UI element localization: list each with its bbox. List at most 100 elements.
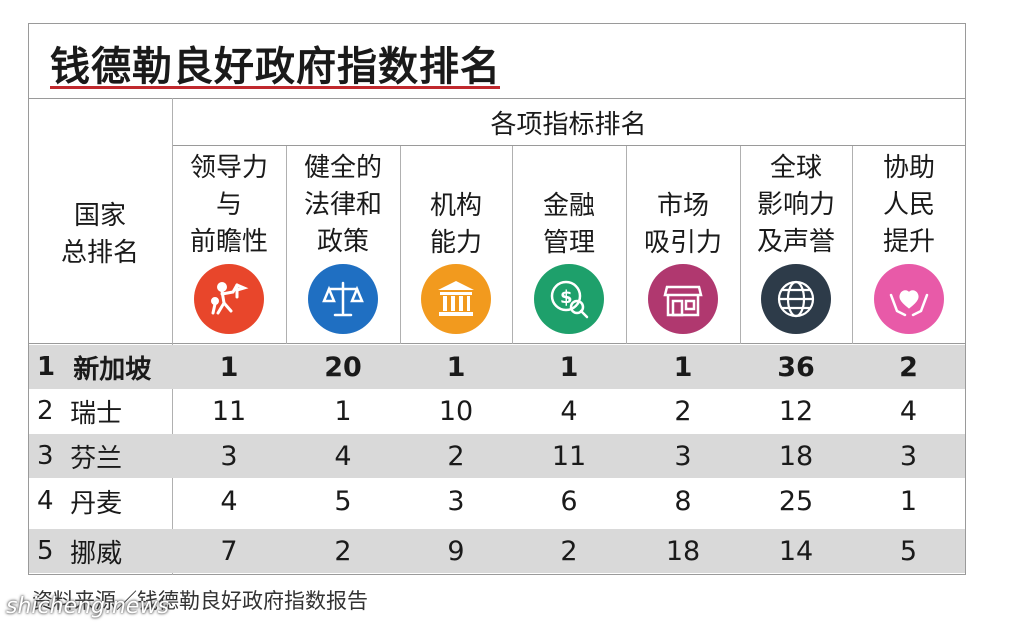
table-cell: 6 <box>560 485 578 517</box>
table-cell: 14 <box>778 535 814 567</box>
country-name: 新加坡 <box>73 354 152 385</box>
rank: 1 <box>37 352 56 382</box>
rank: 3 <box>37 441 54 471</box>
column-header-market: 市场 吸引力 <box>626 188 740 262</box>
table-row: 3 芬兰 3 4 2 11 3 18 3 <box>29 434 965 478</box>
table-cell: 5 <box>334 485 352 517</box>
title-underline <box>50 86 500 89</box>
table-row: 5 挪威 7 2 9 2 18 14 5 <box>29 529 965 573</box>
table-cell: 2 <box>447 440 465 472</box>
institution-icon <box>421 264 491 334</box>
group-header: 各项指标排名 <box>490 109 647 140</box>
table-cell: 18 <box>778 440 814 472</box>
leadership-icon <box>194 264 264 334</box>
column-header-line: 管理 <box>542 228 595 258</box>
column-header-institutions: 机构 能力 <box>400 188 512 262</box>
table-cell: 10 <box>438 395 474 427</box>
table-cell: 8 <box>674 485 692 517</box>
column-header-line: 协助 <box>882 153 935 183</box>
watermark: shicheng.news <box>6 594 169 619</box>
table-cell: 11 <box>211 395 247 427</box>
country-header: 国家 总排名 <box>28 198 172 272</box>
table-cell: 3 <box>674 440 692 472</box>
divider <box>626 146 627 344</box>
column-header-line: 领导力 <box>189 153 268 183</box>
divider <box>740 146 741 344</box>
divider <box>852 146 853 344</box>
table-cell: 2 <box>560 535 578 567</box>
table-cell: 18 <box>665 535 701 567</box>
table-cell: 1 <box>899 485 918 517</box>
column-header-line: 市场 <box>656 191 709 221</box>
column-header-line: 提升 <box>882 227 935 257</box>
rank: 5 <box>37 536 54 566</box>
table-cell: 11 <box>551 440 587 472</box>
column-header-line: 与 <box>215 190 242 220</box>
table-cell: 4 <box>899 395 918 427</box>
column-header-line: 健全的 <box>303 153 382 183</box>
table-cell: 12 <box>778 395 814 427</box>
country-name: 挪威 <box>70 538 123 569</box>
country-name: 瑞士 <box>70 398 123 429</box>
table-cell: 4 <box>334 440 352 472</box>
rank: 2 <box>37 396 54 426</box>
table-cell: 9 <box>447 535 465 567</box>
table-cell: 36 <box>777 351 815 383</box>
table-row: 4 丹麦 4 5 3 6 8 25 1 <box>29 479 965 523</box>
table-cell: 2 <box>674 395 692 427</box>
column-header-line: 及声誉 <box>756 227 835 257</box>
table-cell: 1 <box>446 351 466 383</box>
table-cell: 1 <box>673 351 693 383</box>
table-cell: 2 <box>899 351 918 383</box>
country-cell: 3 芬兰 <box>37 434 122 478</box>
column-header-line: 全球 <box>769 153 822 183</box>
table-cell: 3 <box>447 485 465 517</box>
table-cell: 7 <box>220 535 238 567</box>
column-header-finance: 金融 管理 <box>512 188 626 262</box>
table-cell: 1 <box>219 351 239 383</box>
table-cell: 1 <box>559 351 579 383</box>
column-header-line: 吸引力 <box>643 228 722 258</box>
table-cell: 5 <box>899 535 918 567</box>
money-search-icon: $ <box>534 264 604 334</box>
storefront-icon <box>648 264 718 334</box>
column-header-line: 能力 <box>429 228 482 258</box>
source-note: 资料来源／钱德勒良好政府指数报告 <box>32 589 368 613</box>
column-header-global: 全球 影响力 及声誉 <box>740 150 852 261</box>
divider <box>28 343 966 344</box>
column-header-line: 前瞻性 <box>189 227 268 257</box>
table-cell: 2 <box>334 535 352 567</box>
divider <box>512 146 513 344</box>
country-name: 芬兰 <box>70 443 123 474</box>
country-cell: 1 新加坡 <box>37 345 151 389</box>
globe-icon <box>761 264 831 334</box>
divider <box>172 98 173 575</box>
table-row: 1 新加坡 1 20 1 1 1 36 2 <box>29 345 965 389</box>
column-header-leadership: 领导力 与 前瞻性 <box>172 150 286 261</box>
column-header-line: 政策 <box>316 227 369 257</box>
country-name: 丹麦 <box>70 488 123 519</box>
table-cell: 3 <box>899 440 918 472</box>
country-cell: 5 挪威 <box>37 529 122 573</box>
column-header-line: 影响力 <box>756 190 835 220</box>
table-cell: 3 <box>220 440 238 472</box>
column-header-line: 法律和 <box>303 190 382 220</box>
table-frame <box>28 23 966 575</box>
table-cell: 25 <box>778 485 814 517</box>
column-header-line: 机构 <box>429 191 482 221</box>
table-cell: 4 <box>220 485 238 517</box>
table-cell: 20 <box>324 351 362 383</box>
divider <box>400 146 401 344</box>
country-header-line: 国家 <box>73 201 126 231</box>
rank: 4 <box>37 486 54 516</box>
column-header-people: 协助 人民 提升 <box>852 150 966 261</box>
country-cell: 4 丹麦 <box>37 479 122 523</box>
column-header-line: 金融 <box>542 191 595 221</box>
divider <box>172 145 966 146</box>
svg-text:$: $ <box>560 287 573 308</box>
divider <box>286 146 287 344</box>
table-row: 2 瑞士 11 1 10 4 2 12 4 <box>29 389 965 433</box>
column-header-line: 人民 <box>882 190 935 220</box>
table-cell: 1 <box>334 395 352 427</box>
divider <box>28 98 966 99</box>
